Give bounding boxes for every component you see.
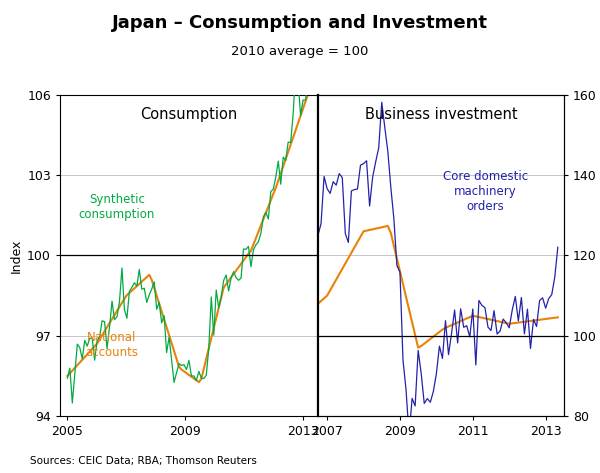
Text: 2010 average = 100: 2010 average = 100 [232,45,368,58]
Text: National
accounts: National accounts [85,332,138,359]
Text: Core domestic
machinery
orders: Core domestic machinery orders [443,170,528,212]
Text: Sources: CEIC Data; RBA; Thomson Reuters: Sources: CEIC Data; RBA; Thomson Reuters [30,456,257,466]
Y-axis label: Index: Index [10,238,23,272]
Text: Japan – Consumption and Investment: Japan – Consumption and Investment [112,14,488,32]
Text: Business investment: Business investment [365,107,517,123]
Text: Synthetic
consumption: Synthetic consumption [79,193,155,221]
Text: Consumption: Consumption [140,107,238,123]
